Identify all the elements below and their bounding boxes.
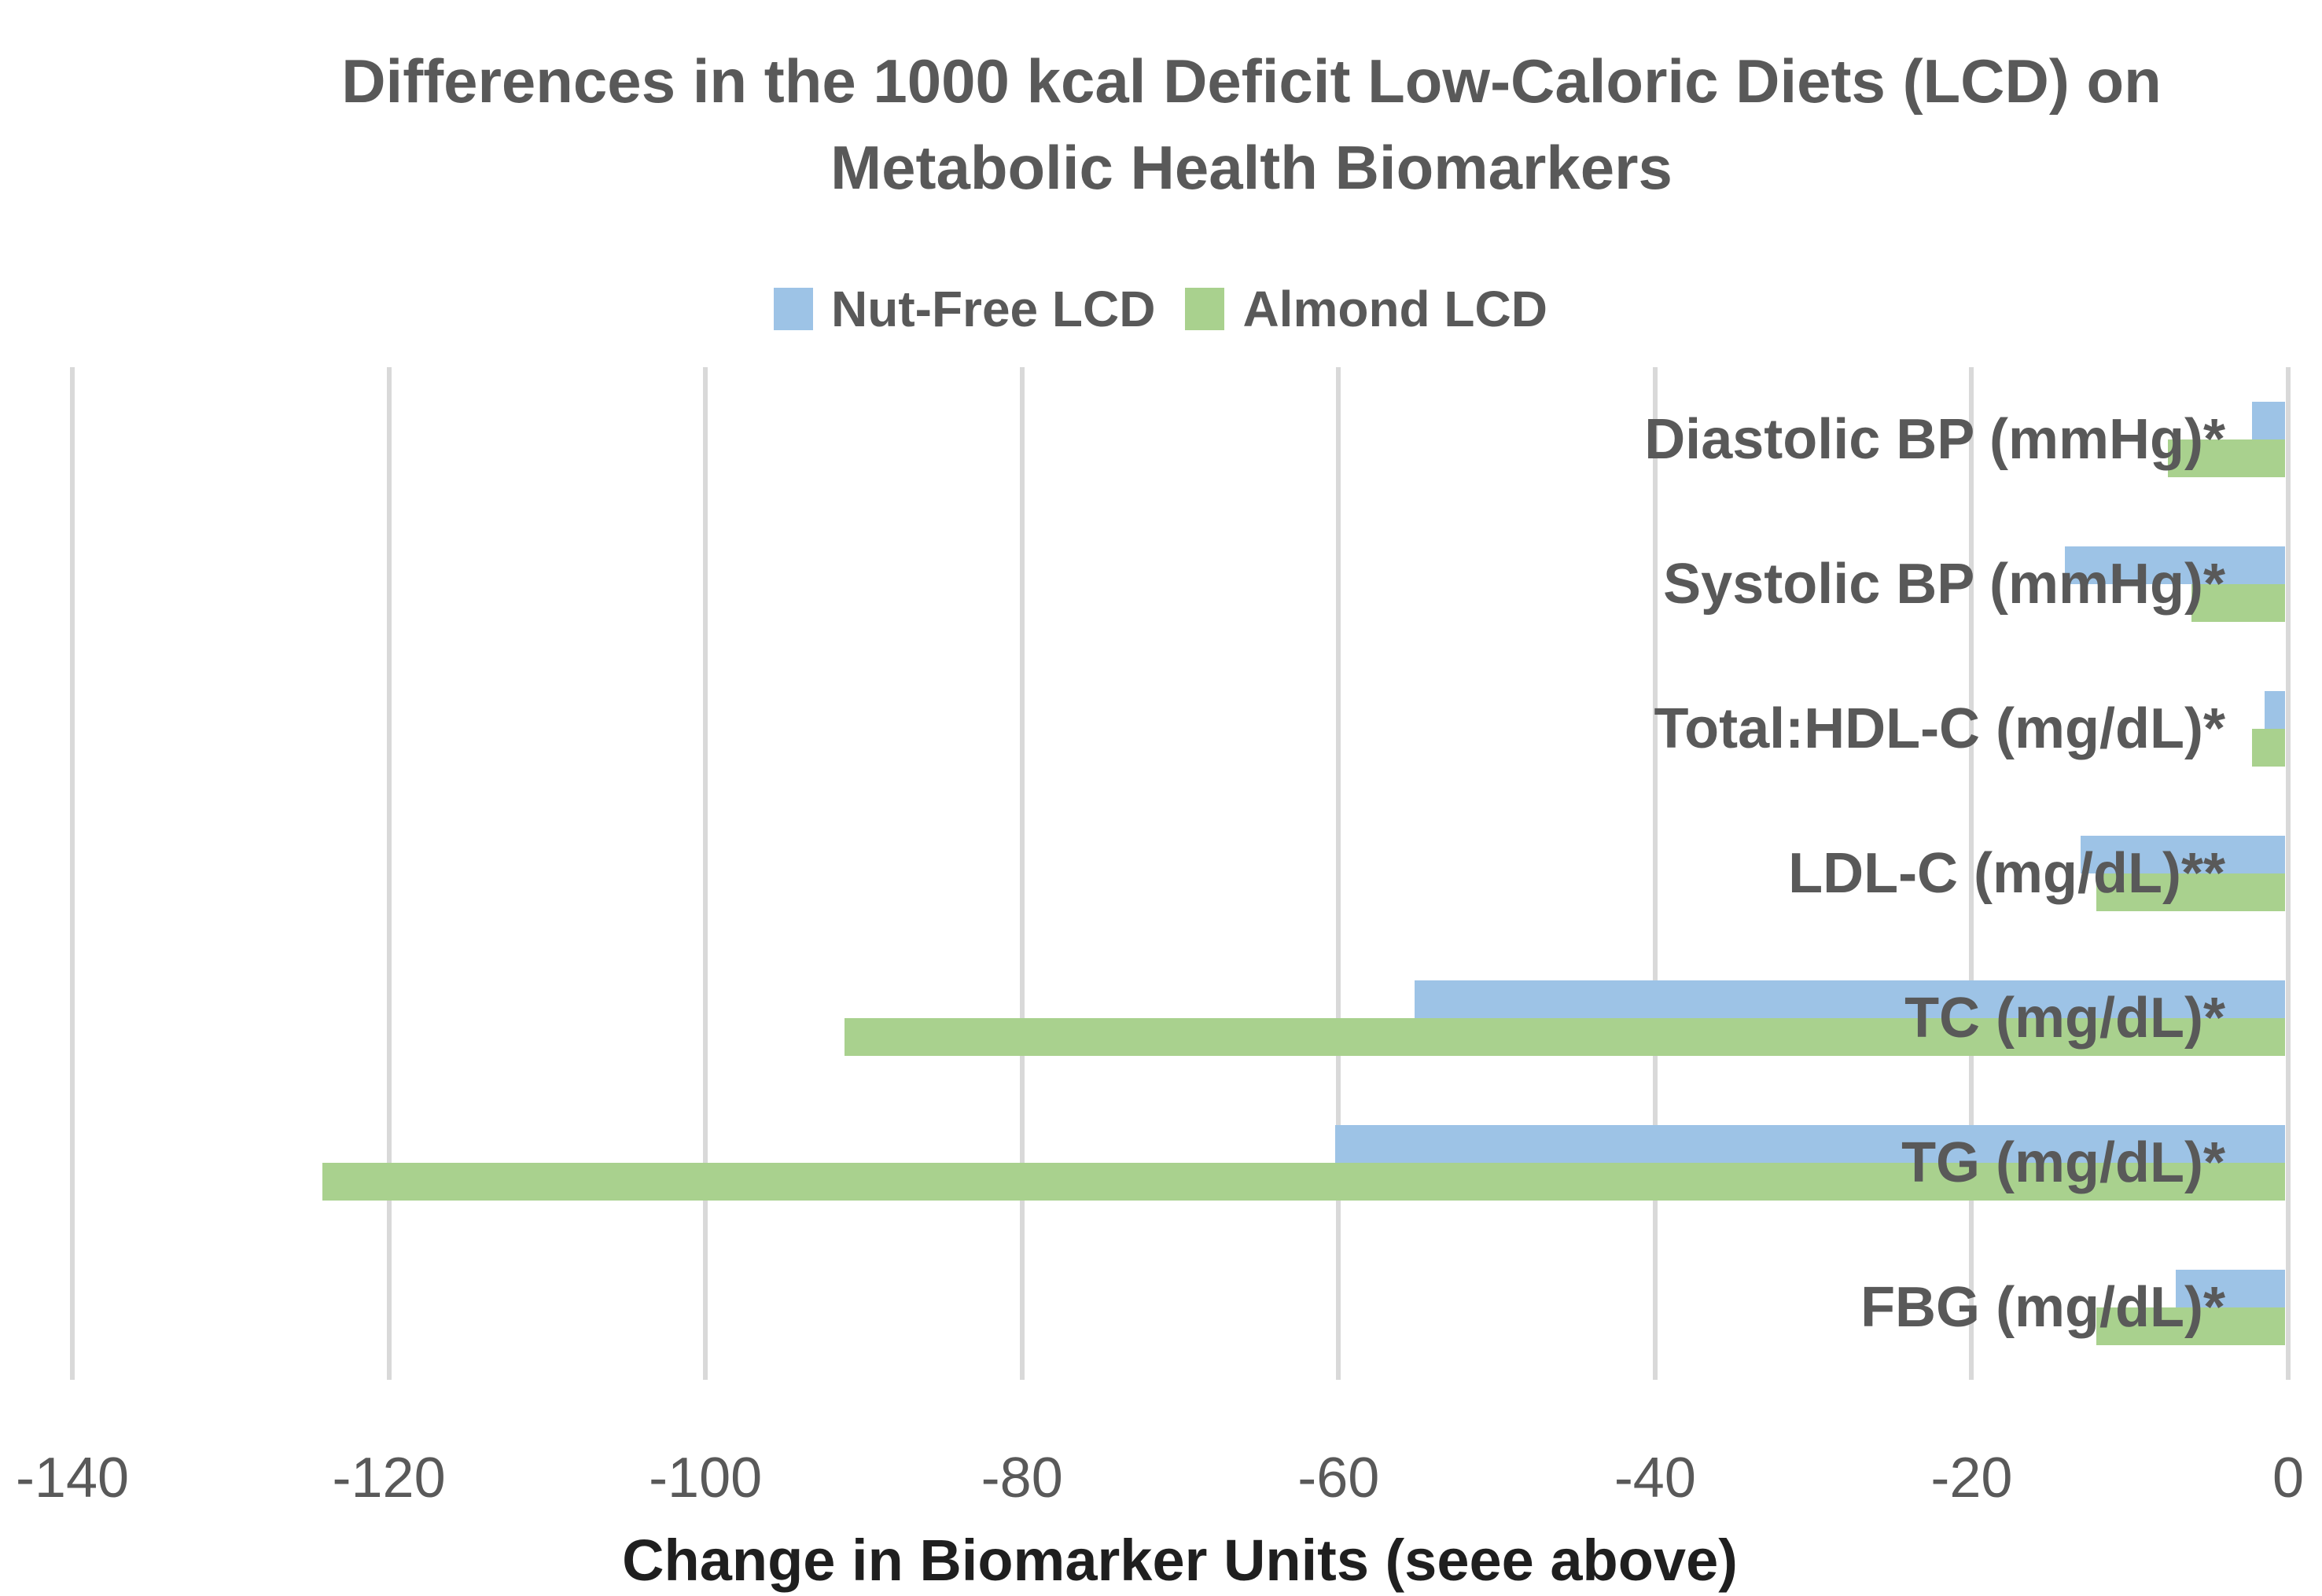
gridline--140 — [70, 367, 75, 1380]
category-label-tg-mg-dl: TG (mg/dL)* — [1901, 1131, 2225, 1194]
legend-label-almond-lcd: Almond LCD — [1242, 281, 1547, 337]
bar-nut-free-lcd-fbg-mg-dl — [2176, 1270, 2285, 1307]
category-label-total-hdl-c-mg-dl: Total:HDL-C (mg/dL)* — [1654, 697, 2225, 760]
gridline-0 — [2286, 367, 2291, 1380]
chart-title-line-2: Metabolic Health Biomarkers — [830, 133, 1673, 202]
bar-almond-lcd-tc-mg-dl — [845, 1018, 2285, 1056]
x-tick-label--140: -140 — [15, 1447, 130, 1510]
legend-item-nut-free-lcd: Nut-Free LCD — [774, 280, 1155, 338]
x-tick-label--100: -100 — [649, 1447, 763, 1510]
legend-swatch-icon-nut-free-lcd — [774, 288, 813, 330]
gridline--80 — [1019, 367, 1025, 1380]
chart-title-line-1: Differences in the 1000 kcal Deficit Low… — [341, 46, 2162, 116]
category-label-systolic-bp-mmhg: Systolic BP (mmHg)* — [1663, 553, 2225, 616]
gridline--60 — [1336, 367, 1341, 1380]
bar-nut-free-lcd-diastolic-bp-mmhg — [2251, 402, 2285, 439]
bar-nut-free-lcd-tg-mg-dl — [1335, 1125, 2285, 1163]
category-label-fbg-mg-dl: FBG (mg/dL)* — [1860, 1276, 2225, 1339]
x-axis-title: Change in Biomarker Units (seee above) — [622, 1528, 1738, 1593]
x-tick-label-0: 0 — [2272, 1447, 2305, 1510]
gridline--20 — [1969, 367, 1974, 1380]
bar-nut-free-lcd-ldl-c-mg-dl — [2081, 836, 2285, 873]
bar-almond-lcd-fbg-mg-dl — [2096, 1307, 2285, 1345]
bar-almond-lcd-diastolic-bp-mmhg — [2168, 439, 2285, 477]
bar-almond-lcd-total-hdl-c-mg-dl — [2251, 729, 2285, 767]
x-tick-label--20: -20 — [1930, 1447, 2013, 1510]
x-tick-label--120: -120 — [332, 1447, 446, 1510]
category-label-tc-mg-dl: TC (mg/dL)* — [1904, 987, 2225, 1050]
gridline--120 — [386, 367, 392, 1380]
bar-almond-lcd-systolic-bp-mmhg — [2191, 584, 2285, 622]
category-label-diastolic-bp-mmhg: Diastolic BP (mmHg)* — [1644, 408, 2225, 471]
bar-nut-free-lcd-systolic-bp-mmhg — [2065, 546, 2285, 584]
legend-label-nut-free-lcd: Nut-Free LCD — [831, 281, 1156, 337]
chart-title: Differences in the 1000 kcal Deficit Low… — [181, 38, 2322, 211]
chart-legend: Nut-Free LCD Almond LCD — [774, 281, 1577, 337]
x-tick-label--60: -60 — [1297, 1447, 1380, 1510]
legend-item-almond-lcd: Almond LCD — [1185, 280, 1547, 338]
gridline--100 — [703, 367, 708, 1380]
gridline--40 — [1652, 367, 1658, 1380]
bar-nut-free-lcd-tc-mg-dl — [1414, 980, 2285, 1018]
legend-swatch-icon-almond-lcd — [1185, 288, 1225, 330]
bar-almond-lcd-tg-mg-dl — [322, 1163, 2285, 1201]
x-tick-label--40: -40 — [1614, 1447, 1696, 1510]
x-tick-label--80: -80 — [981, 1447, 1063, 1510]
category-label-ldl-c-mg-dl: LDL-C (mg/dL)** — [1788, 842, 2225, 905]
bar-almond-lcd-ldl-c-mg-dl — [2096, 873, 2285, 911]
bar-nut-free-lcd-total-hdl-c-mg-dl — [2264, 691, 2285, 729]
